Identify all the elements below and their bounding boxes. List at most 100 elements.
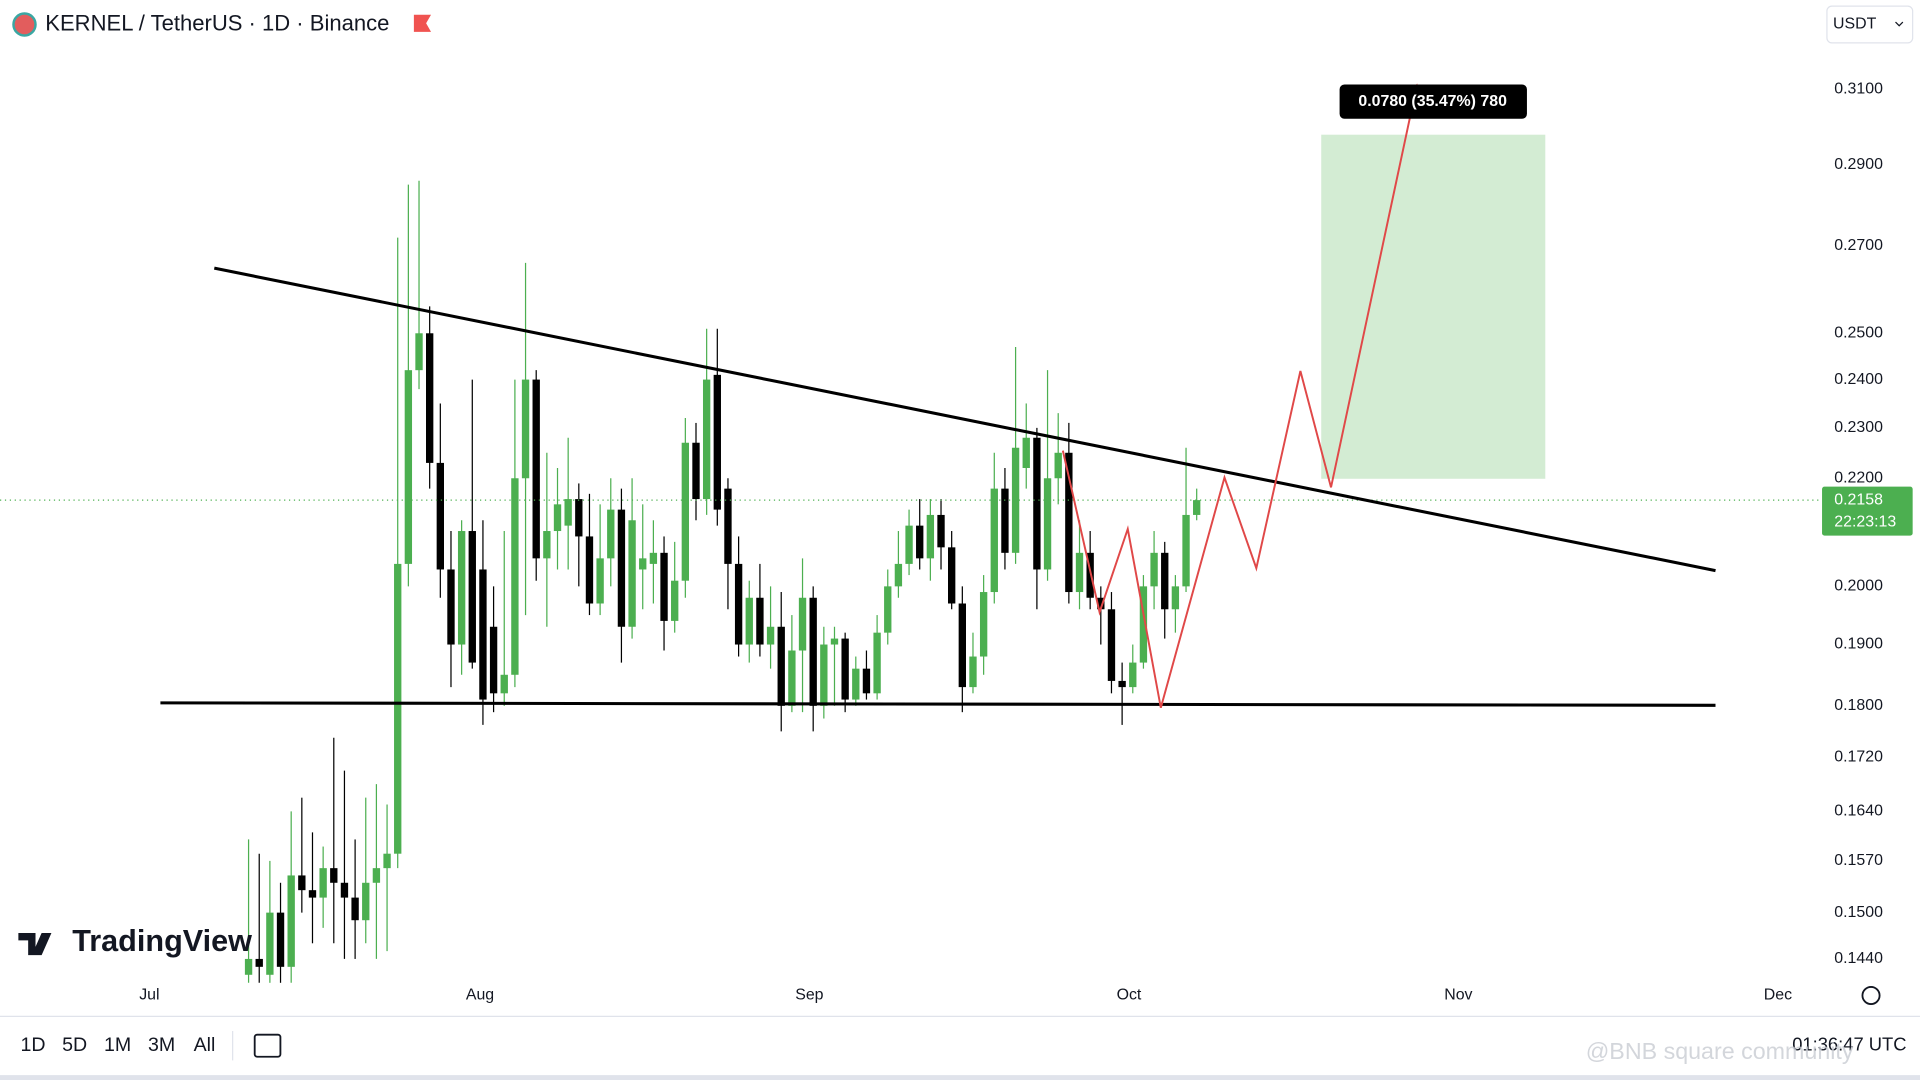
target-zone <box>1321 134 1546 479</box>
candle-body <box>489 626 498 694</box>
bottom-border <box>0 1075 1920 1080</box>
candle-body <box>479 569 487 700</box>
projection-path <box>1061 85 1418 709</box>
candle-body <box>1001 488 1009 553</box>
candle-body <box>1086 552 1094 598</box>
candle-body <box>884 586 892 633</box>
x-tick-label: Aug <box>466 987 494 1004</box>
candle-body <box>607 509 615 559</box>
candle-body <box>308 890 317 898</box>
candle-body <box>958 603 966 688</box>
candle-body <box>862 668 871 694</box>
countdown: 22:23:13 <box>1834 513 1896 530</box>
candle-body <box>383 853 391 869</box>
candle-body <box>702 379 711 500</box>
candle-body <box>330 868 338 883</box>
candle-body <box>671 580 679 621</box>
candle-body <box>660 552 668 621</box>
candle-body <box>255 958 263 967</box>
candle-body <box>1182 514 1190 587</box>
candle-body <box>1107 609 1116 681</box>
candle-body <box>543 531 551 559</box>
y-tick-label: 0.2400 <box>1834 371 1883 388</box>
y-tick-label: 0.1720 <box>1834 749 1883 766</box>
candle-body <box>319 868 327 898</box>
candle-body <box>266 912 274 975</box>
candle-body <box>628 520 636 627</box>
y-tick-label: 0.2500 <box>1834 324 1883 341</box>
y-tick-label: 0.2700 <box>1834 237 1883 254</box>
candle-body <box>276 912 285 967</box>
currency[interactable]: USDT <box>1833 16 1877 33</box>
candle-body <box>809 597 817 706</box>
x-tick-label: Jul <box>139 987 159 1004</box>
dropdown-caret <box>1895 21 1904 27</box>
candle-body <box>724 488 732 564</box>
candle-body <box>426 333 434 463</box>
flag-icon <box>413 14 432 32</box>
x-tick-label: Nov <box>1444 987 1472 1004</box>
candle-body <box>287 875 295 967</box>
range-button[interactable]: 5D <box>62 1034 87 1056</box>
candle-body <box>1075 552 1084 593</box>
plot-area <box>0 180 1823 983</box>
candle-body <box>298 875 306 891</box>
candle-body <box>841 638 849 700</box>
settings-icon[interactable] <box>1861 986 1881 1005</box>
brand: TradingView <box>72 924 252 958</box>
last-price: 0.2158 <box>1834 491 1883 508</box>
candle-body <box>1065 452 1073 593</box>
candle-body <box>788 650 796 706</box>
candle-body <box>649 552 658 564</box>
candle-body <box>1011 447 1020 553</box>
range-button[interactable]: All <box>194 1034 216 1056</box>
candle-body <box>894 563 903 587</box>
candle-body <box>1129 662 1137 688</box>
candle-body <box>1022 437 1030 468</box>
currency-button[interactable] <box>1826 5 1914 44</box>
candle-body <box>916 525 924 559</box>
range-buttons: 1D 5D 1M 3M All <box>21 1034 216 1056</box>
candle-body <box>1097 597 1105 610</box>
candle-body <box>1150 552 1158 587</box>
candle-body <box>905 525 913 564</box>
candle-body <box>1043 478 1052 570</box>
candle-body <box>990 488 998 593</box>
candle-body <box>1118 680 1126 688</box>
y-tick-label: 0.1800 <box>1834 697 1883 714</box>
range-button[interactable]: 1M <box>104 1034 131 1056</box>
logo-dot <box>40 933 48 941</box>
candle-body <box>404 370 413 564</box>
x-tick-label: Sep <box>795 987 823 1004</box>
candle-body <box>415 333 423 371</box>
candle-body <box>798 597 807 651</box>
candle-body <box>447 569 455 645</box>
watermark: @BNB square community <box>1586 1038 1854 1064</box>
x-tick-label: Dec <box>1764 987 1792 1004</box>
candle-body <box>596 558 604 604</box>
candle-body <box>830 638 839 645</box>
candle-body <box>372 868 381 883</box>
resistance-trendline <box>213 266 1716 573</box>
measure-box <box>1339 84 1527 119</box>
candle-body <box>511 478 519 675</box>
measure-label: 0.0780 (35.47%) 780 <box>1358 93 1507 110</box>
range-button[interactable]: 3M <box>148 1034 175 1056</box>
candle-body <box>500 674 508 694</box>
candle-body <box>1161 552 1169 610</box>
y-tick-label: 0.2200 <box>1834 469 1883 486</box>
y-tick-label: 0.1440 <box>1834 950 1883 967</box>
candle-body <box>468 531 476 663</box>
y-tick-label: 0.3100 <box>1834 81 1883 98</box>
candle-body <box>575 499 583 537</box>
calendar-icon[interactable] <box>253 1033 282 1058</box>
range-button[interactable]: 1D <box>21 1034 46 1056</box>
candle-body <box>244 958 253 975</box>
candle-body <box>713 374 721 510</box>
coin-icon <box>12 12 37 37</box>
candle-body <box>1139 586 1148 663</box>
candle-body <box>937 514 945 548</box>
candle-body <box>820 644 828 706</box>
